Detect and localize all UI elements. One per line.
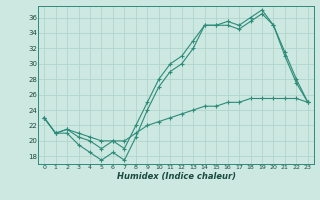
X-axis label: Humidex (Indice chaleur): Humidex (Indice chaleur) (116, 172, 236, 181)
